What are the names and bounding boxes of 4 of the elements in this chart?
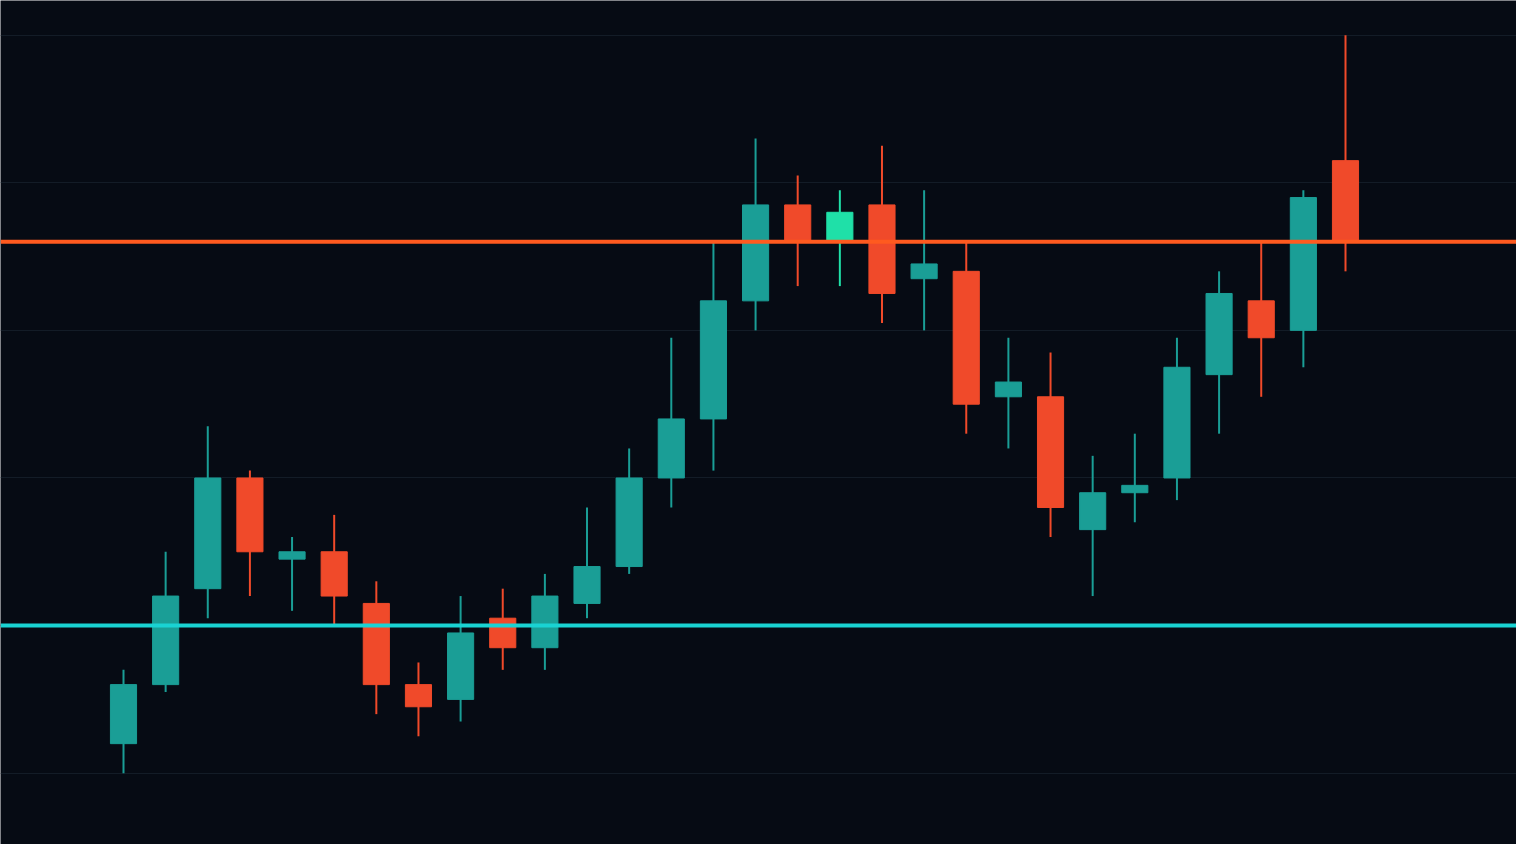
candlestick (278, 536, 306, 612)
candlestick (994, 336, 1022, 450)
candlestick (1121, 432, 1149, 524)
candlestick (910, 189, 938, 332)
